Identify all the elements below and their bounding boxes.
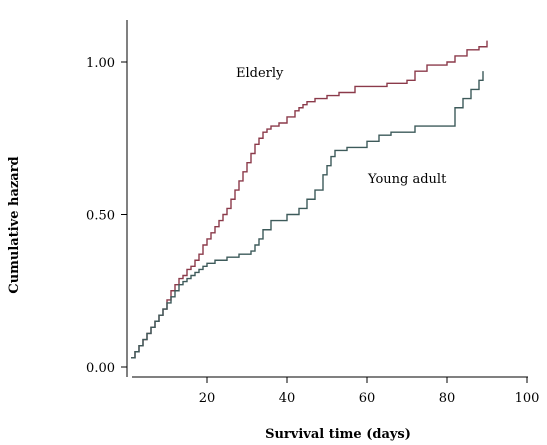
- series-label-elderly: Elderly: [236, 66, 284, 81]
- series-label-young-adult: Young adult: [367, 172, 447, 187]
- x-tick-label: 40: [279, 391, 296, 406]
- y-tick-label: 0.50: [86, 209, 115, 224]
- x-tick-label: 60: [359, 391, 376, 406]
- x-axis-title: Survival time (days): [265, 427, 411, 442]
- x-tick-label: 80: [439, 391, 456, 406]
- y-tick-label: 0.00: [86, 361, 115, 376]
- series-group: [131, 40, 488, 359]
- x-tick-label: 100: [515, 391, 540, 406]
- y-axis-title: Cumulative hazard: [7, 156, 22, 293]
- series-line-young-adult: [131, 71, 484, 359]
- y-axis: 0.00 0.50 1.00: [86, 20, 128, 377]
- series-line-elderly: [131, 40, 488, 359]
- x-tick-label: 20: [199, 391, 216, 406]
- x-axis: 20 40 60 80 100: [132, 376, 540, 406]
- y-tick-label: 1.00: [86, 56, 115, 71]
